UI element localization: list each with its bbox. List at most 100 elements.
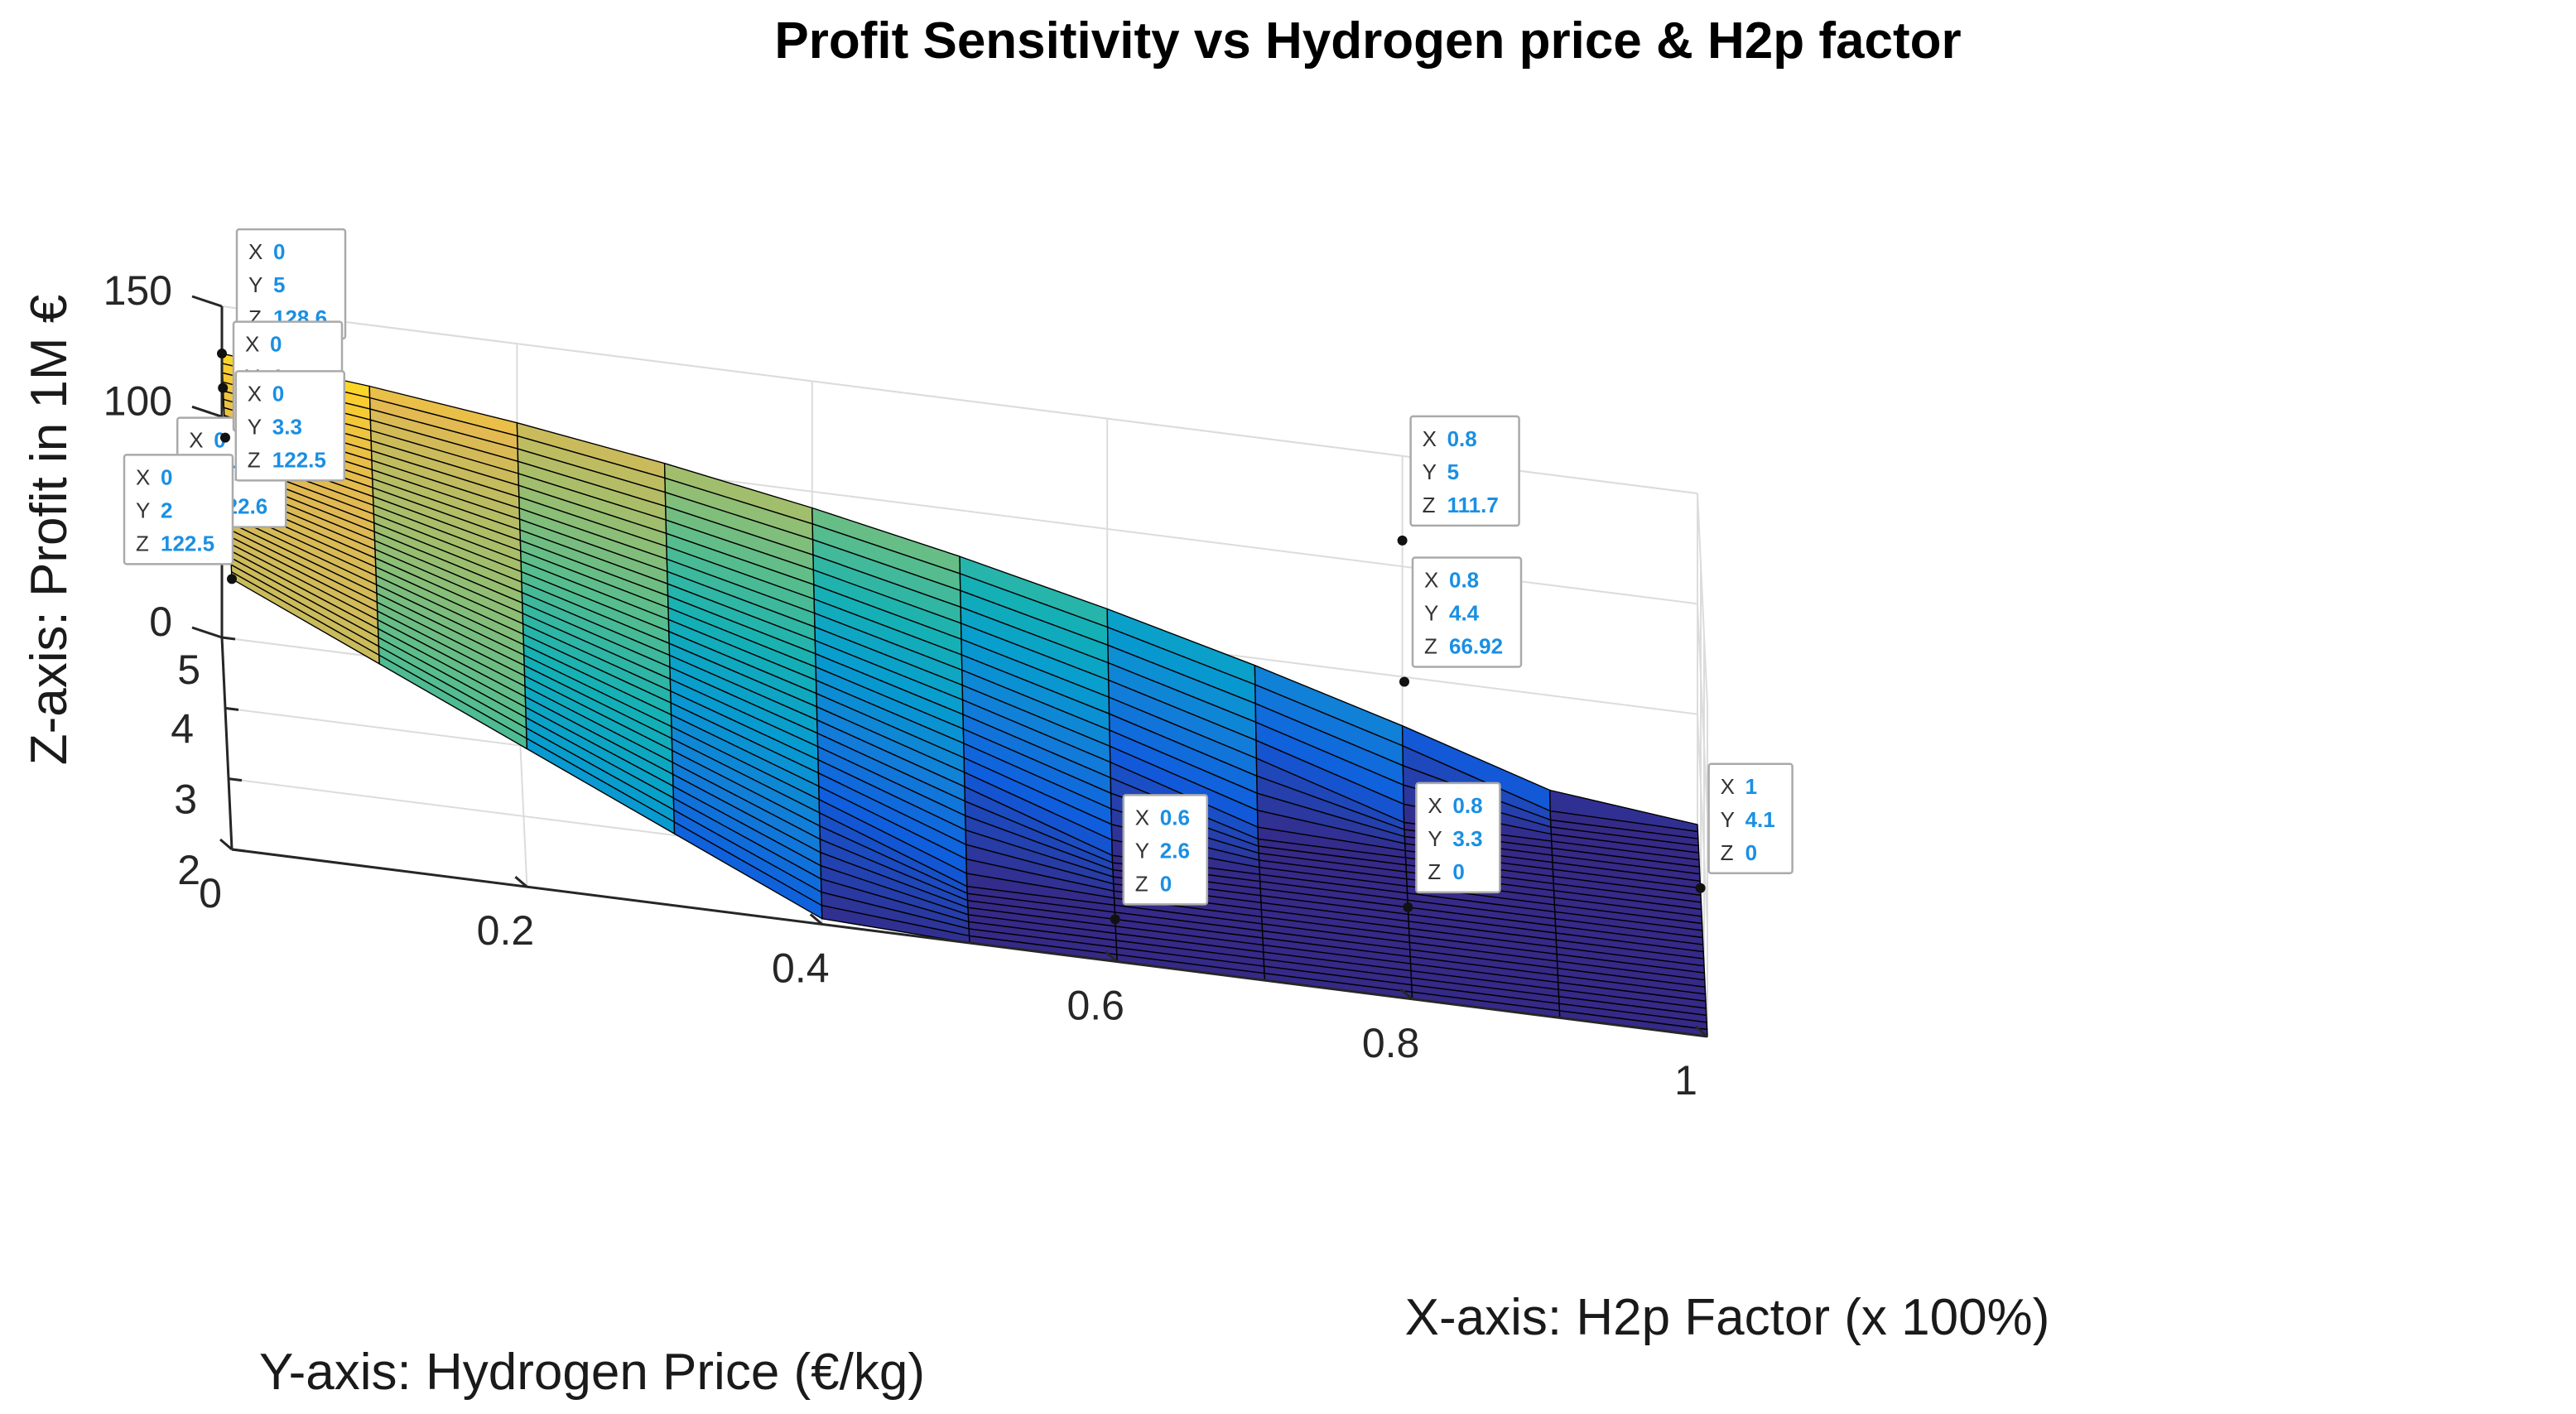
data-tip-key: X (248, 239, 262, 264)
data-tip-key: Y (1423, 459, 1437, 484)
data-tip-key: X (1135, 805, 1149, 830)
data-tip-box (1409, 415, 1520, 527)
z-tick-mark (191, 626, 223, 639)
grid-line-z-side (1697, 714, 1708, 926)
data-tip-key: X (1423, 426, 1437, 451)
x-tick-label: 0.2 (477, 907, 535, 954)
data-tip[interactable]: X 0Y 3.3 Z 122.5 (222, 370, 346, 493)
y-tick-label: 5 (177, 647, 200, 693)
data-tip-value-x: 0 (161, 464, 172, 489)
surface-mesh (221, 353, 1708, 1037)
data-tip-value-z: 0 (1452, 859, 1464, 884)
data-tip-key: Z (1423, 493, 1436, 517)
data-tip-box (1411, 556, 1523, 668)
data-tip-key: Z (248, 447, 261, 472)
y-axis-title: Y-axis: Hydrogen Price (€/kg) (259, 1344, 925, 1401)
data-tip-value-x: 0.8 (1449, 568, 1479, 593)
z-tick-label: 150 (104, 267, 172, 314)
data-tip-key: X (1721, 774, 1735, 799)
data-tip-value-x: 0 (270, 332, 282, 357)
data-tip-key: Y (1424, 601, 1438, 626)
data-tip-value-x: 0.6 (1160, 805, 1190, 830)
data-tip-value-z: 0 (1745, 840, 1757, 865)
data-tip-marker (1110, 914, 1120, 925)
grid-line-z-side (1697, 493, 1708, 706)
data-tip-key: Y (248, 272, 262, 297)
data-tip-value-y: 4.1 (1745, 807, 1775, 832)
y-tick-label: 3 (174, 777, 197, 823)
x-tick-mark (809, 913, 823, 926)
x-tick-label: 1 (1674, 1057, 1697, 1104)
data-tip-box (1415, 782, 1501, 894)
data-tip-marker (1397, 535, 1408, 546)
data-tip-key: Y (248, 414, 262, 439)
data-tip-key: Y (136, 498, 150, 522)
data-tip-marker (220, 432, 230, 443)
data-tip-value-x: 0 (272, 381, 284, 406)
y-tick-mark (228, 777, 243, 782)
data-tip[interactable]: X 1Y 4.1 Z 0 (1695, 762, 1794, 893)
chart-title: Profit Sensitivity vs Hydrogen price & H… (774, 12, 1961, 70)
data-tip[interactable]: X 0.8 Y 5Z 111.7 (1397, 415, 1520, 546)
data-tip-box (1122, 794, 1209, 906)
data-tip-marker (227, 574, 237, 584)
data-tip-key: Z (1424, 634, 1437, 659)
data-tip-marker (1399, 676, 1409, 687)
data-tip-value-y: 2 (161, 498, 172, 522)
x-tick-mark (514, 876, 528, 888)
x-tick-label: 0.6 (1067, 983, 1124, 1029)
data-tip-box (123, 454, 234, 565)
data-tip-value-z: 111.7 (1447, 493, 1499, 517)
data-tip-box (1707, 762, 1794, 875)
data-tip-value-z: 122.5 (161, 531, 214, 556)
data-tip-value-x: 0 (273, 239, 285, 264)
z-tick-label: 0 (149, 599, 172, 645)
z-tick-mark (191, 405, 223, 418)
y-tick-mark (224, 706, 239, 711)
data-tip-marker (217, 349, 227, 359)
data-tip-box (234, 370, 346, 482)
data-tip-key: Z (1428, 859, 1441, 884)
x-axis-line (231, 848, 1708, 1038)
data-tip[interactable]: X 0.6 Y 2.6 Z 0 (1110, 794, 1209, 925)
data-tip-key: X (248, 381, 262, 406)
data-tip-value-z: 0 (1160, 871, 1172, 896)
x-tick-mark (1105, 950, 1119, 963)
z-axis-title: Z-axis: Profit in 1M € (21, 295, 78, 765)
data-tip-value-x: 0.8 (1452, 793, 1482, 818)
y-tick-label: 2 (177, 847, 200, 893)
data-tip[interactable]: X 0.8 Y 4.4 Z 66.92 (1399, 556, 1523, 687)
data-tip-value-y: 5 (1447, 459, 1459, 484)
x-tick-mark (219, 838, 233, 851)
data-tip-value-y: 4.4 (1449, 601, 1480, 626)
data-tip-value-x: 0.8 (1447, 426, 1477, 451)
data-tip-key: X (189, 428, 203, 453)
data-tip[interactable]: X 0Y 5Z 128.6 (217, 228, 347, 359)
z-tick-label: 100 (104, 378, 172, 424)
data-tip-key: Z (136, 531, 149, 556)
data-tip-marker (1695, 883, 1706, 893)
z-tick-mark (191, 295, 223, 308)
y-tick-mark (231, 848, 246, 853)
y-tick-mark (221, 636, 236, 641)
data-tip[interactable]: X 0.8 Y 3.3 Z 0 (1403, 782, 1501, 912)
data-tip-key: X (1424, 568, 1438, 593)
data-tip-value-z: 122.5 (272, 447, 326, 472)
y-tick-label: 4 (171, 705, 194, 752)
data-tip-value-y: 5 (273, 272, 285, 297)
data-tip-value-y: 2.6 (1160, 838, 1190, 863)
data-tip-key: Y (1135, 838, 1149, 863)
data-tip-marker (1403, 902, 1413, 912)
data-tip-key: Z (1135, 871, 1148, 896)
x-axis-title: X-axis: H2p Factor (x 100%) (1405, 1289, 2050, 1346)
data-tip-key: X (1428, 793, 1442, 818)
data-tip-key: Y (1721, 807, 1735, 832)
data-tip-value-z: 66.92 (1449, 634, 1503, 659)
x-tick-label: 0.4 (772, 945, 830, 991)
data-tip-marker (218, 382, 229, 393)
data-tip[interactable]: X 0Y 2Z 122.5 (123, 454, 237, 584)
x-tick-label: 0.8 (1362, 1020, 1420, 1066)
data-tips: X0Y5Z128.6X0Y4.7Z122.6X0Y4Z122.5X0Y3.3Z1… (123, 228, 1794, 925)
